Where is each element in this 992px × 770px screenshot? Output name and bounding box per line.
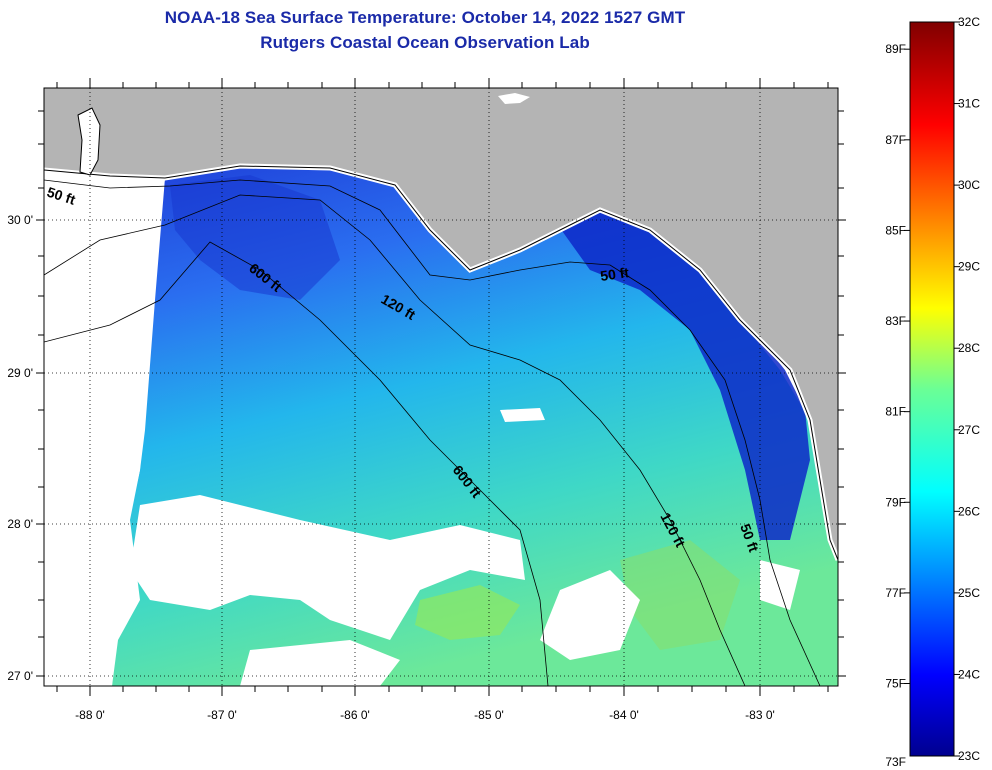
graticule xyxy=(44,88,838,686)
colorbar-celsius-label: 26C xyxy=(958,504,980,518)
warm-patch-south xyxy=(415,585,520,640)
cloud-mask xyxy=(44,88,800,686)
colorbar-fahrenheit-label: 77F xyxy=(885,586,906,600)
longitude-labels: -88 0' -87 0' -86 0' -85 0' -84 0' -83 0… xyxy=(75,708,775,722)
warm-patch-southeast xyxy=(620,540,740,650)
nearshore-cold-band xyxy=(560,205,810,540)
mobile-bay xyxy=(77,107,101,176)
colorbar-celsius-label: 30C xyxy=(958,178,980,192)
lat-label: 28 0' xyxy=(7,517,33,531)
colorbar-fahrenheit-label: 79F xyxy=(885,495,906,509)
colorbar-fahrenheit-label: 83F xyxy=(885,314,906,328)
colorbar-fahrenheit-labels: 89F 87F 85F 83F 81F 79F 77F 75F 73F xyxy=(885,42,906,769)
map-frame-content xyxy=(44,88,838,686)
contour-120ft xyxy=(44,194,746,686)
lat-label: 30 0' xyxy=(7,213,33,227)
lake-inlet xyxy=(498,93,530,104)
lat-label: 29 0' xyxy=(7,366,33,380)
lon-label: -87 0' xyxy=(207,708,237,722)
lon-label: -84 0' xyxy=(609,708,639,722)
contour-600ft xyxy=(44,241,549,686)
colorbar-fahrenheit-label: 73F xyxy=(885,755,906,769)
colorbar-celsius-label: 25C xyxy=(958,586,980,600)
colorbar-celsius-labels: 32C 31C 30C 29C 28C 27C 26C 25C 24C 23C xyxy=(958,15,980,763)
colorbar-celsius-label: 24C xyxy=(958,667,980,681)
map-title: NOAA-18 Sea Surface Temperature: October… xyxy=(164,8,686,27)
colorbar-fahrenheit-label: 81F xyxy=(885,405,906,419)
lat-label: 27 0' xyxy=(7,669,33,683)
lon-label: -88 0' xyxy=(75,708,105,722)
colorbar-celsius-label: 23C xyxy=(958,749,980,763)
colorbar-fahrenheit-label: 75F xyxy=(885,677,906,691)
lon-label: -83 0' xyxy=(745,708,775,722)
colorbar-fahrenheit-label: 85F xyxy=(885,223,906,237)
colorbar-fahrenheit-label: 89F xyxy=(885,42,906,56)
lon-label: -85 0' xyxy=(474,708,504,722)
sst-map: -88 0' -87 0' -86 0' -85 0' -84 0' -83 0… xyxy=(7,78,846,722)
colorbar-celsius-label: 28C xyxy=(958,341,980,355)
contour-label-50ft: 50 ft xyxy=(599,264,630,284)
colorbar-celsius-label: 31C xyxy=(958,97,980,111)
map-subtitle: Rutgers Coastal Ocean Observation Lab xyxy=(260,33,590,52)
colorbar-celsius-label: 27C xyxy=(958,423,980,437)
colorbar-celsius-label: 29C xyxy=(958,260,980,274)
coastline xyxy=(44,165,838,561)
colorbar-fahrenheit-label: 87F xyxy=(885,133,906,147)
colorbar-ticks xyxy=(904,21,960,757)
lon-label: -86 0' xyxy=(340,708,370,722)
frame-ticks xyxy=(36,78,846,696)
latitude-labels: 30 0' 29 0' 28 0' 27 0' xyxy=(7,213,33,683)
map-frame xyxy=(43,87,839,687)
colorbar-gradient xyxy=(909,21,955,757)
temperature-colorbar: 89F 87F 85F 83F 81F 79F 77F 75F 73F 32C 31C 30C 29C… xyxy=(885,15,980,769)
colorbar-celsius-label: 32C xyxy=(958,15,980,29)
